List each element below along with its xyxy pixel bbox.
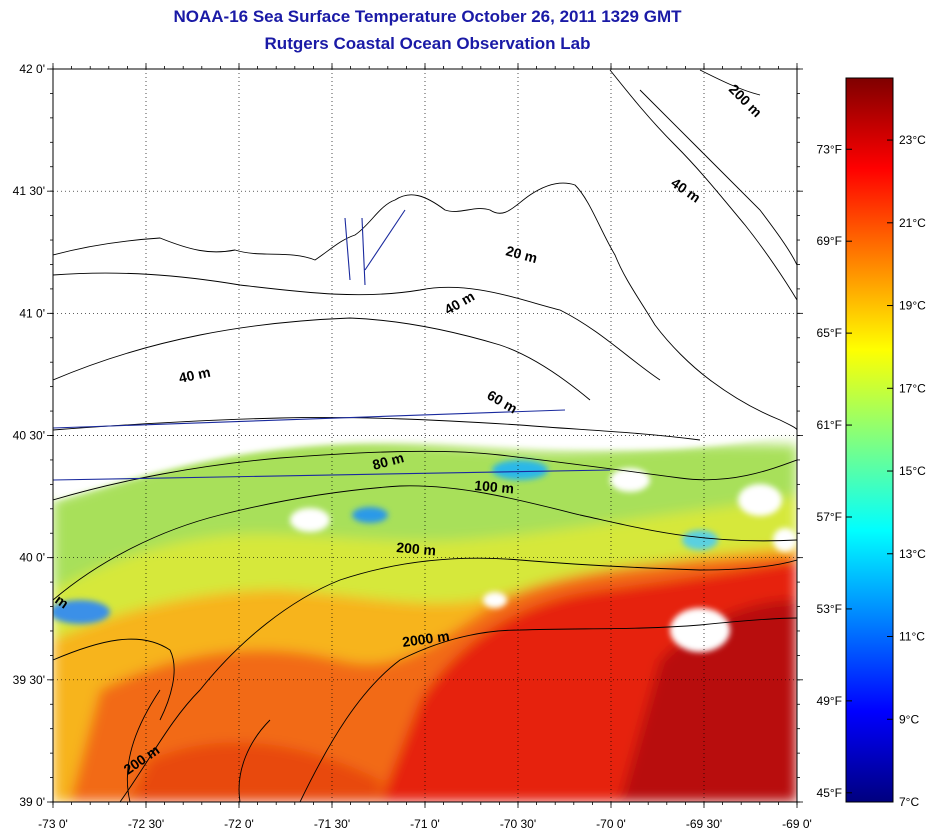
- colorbar: [845, 77, 894, 803]
- fahrenheit-label: 61°F: [817, 418, 842, 432]
- contour-label: 80 m: [371, 449, 406, 473]
- celsius-label: 23°C: [899, 133, 926, 147]
- colorbar-labels: 23°C 21°C 19°C 17°C 15°C 13°C 11°C 9°C 7°C 73°F 69…: [817, 133, 927, 809]
- map-title: NOAA-16 Sea Surface Temperature October …: [173, 7, 682, 26]
- contour-label: 100 m: [474, 477, 515, 496]
- lat-label: 40 30': [13, 429, 45, 443]
- celsius-label: 7°C: [899, 795, 919, 809]
- contour-label: 2000 m: [401, 628, 450, 650]
- lon-label: -71 30': [314, 817, 350, 831]
- lat-label: 40 0': [19, 551, 45, 565]
- celsius-label: 11°C: [899, 630, 925, 644]
- cape-cod: [639, 89, 797, 266]
- celsius-label: 15°C: [899, 464, 926, 478]
- lon-label: -72 0': [224, 817, 254, 831]
- graticule: [53, 69, 797, 802]
- coastline: [53, 182, 797, 431]
- celsius-label: 9°C: [899, 712, 919, 726]
- lon-label: -73 0': [38, 817, 68, 831]
- lon-label: -70 0': [596, 817, 626, 831]
- lat-label: 39 0': [19, 795, 45, 809]
- contour-label: 200 m: [396, 539, 437, 558]
- contour-label: 40 m: [177, 364, 212, 386]
- bathymetry-contours: [53, 69, 797, 802]
- lon-label: -70 30': [500, 817, 536, 831]
- celsius-label: 21°C: [899, 216, 926, 230]
- fahrenheit-label: 49°F: [817, 694, 842, 708]
- fahrenheit-label: 73°F: [817, 142, 842, 156]
- lon-label: -72 30': [128, 817, 164, 831]
- fahrenheit-label: 65°F: [817, 326, 842, 340]
- fahrenheit-label: 45°F: [817, 786, 842, 800]
- lon-label: -69 30': [686, 817, 722, 831]
- fahrenheit-label: 53°F: [817, 602, 842, 616]
- lat-label: 39 30': [13, 673, 45, 687]
- lon-label: -69 0': [782, 817, 812, 831]
- celsius-label: 13°C: [899, 547, 926, 561]
- lat-label: 42 0': [19, 62, 45, 76]
- celsius-label: 19°C: [899, 299, 926, 313]
- contour-label: 20 m: [504, 242, 539, 266]
- fahrenheit-label: 69°F: [817, 234, 842, 248]
- map-subtitle: Rutgers Coastal Ocean Observation Lab: [264, 34, 591, 53]
- lon-label: -71 0': [410, 817, 440, 831]
- lat-label: 41 30': [13, 184, 45, 198]
- axis-ticks: [47, 63, 803, 808]
- axis-labels: 42 0' 41 30' 41 0' 40 30' 40 0' 39 30' 39 0' -7…: [13, 62, 812, 831]
- lat-label: 41 0': [19, 306, 45, 320]
- celsius-label: 17°C: [899, 381, 926, 395]
- fahrenheit-label: 57°F: [817, 510, 842, 524]
